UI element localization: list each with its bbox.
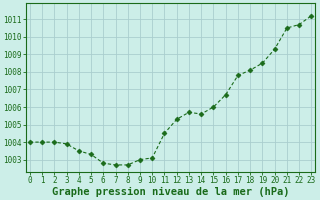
X-axis label: Graphe pression niveau de la mer (hPa): Graphe pression niveau de la mer (hPa) bbox=[52, 186, 289, 197]
